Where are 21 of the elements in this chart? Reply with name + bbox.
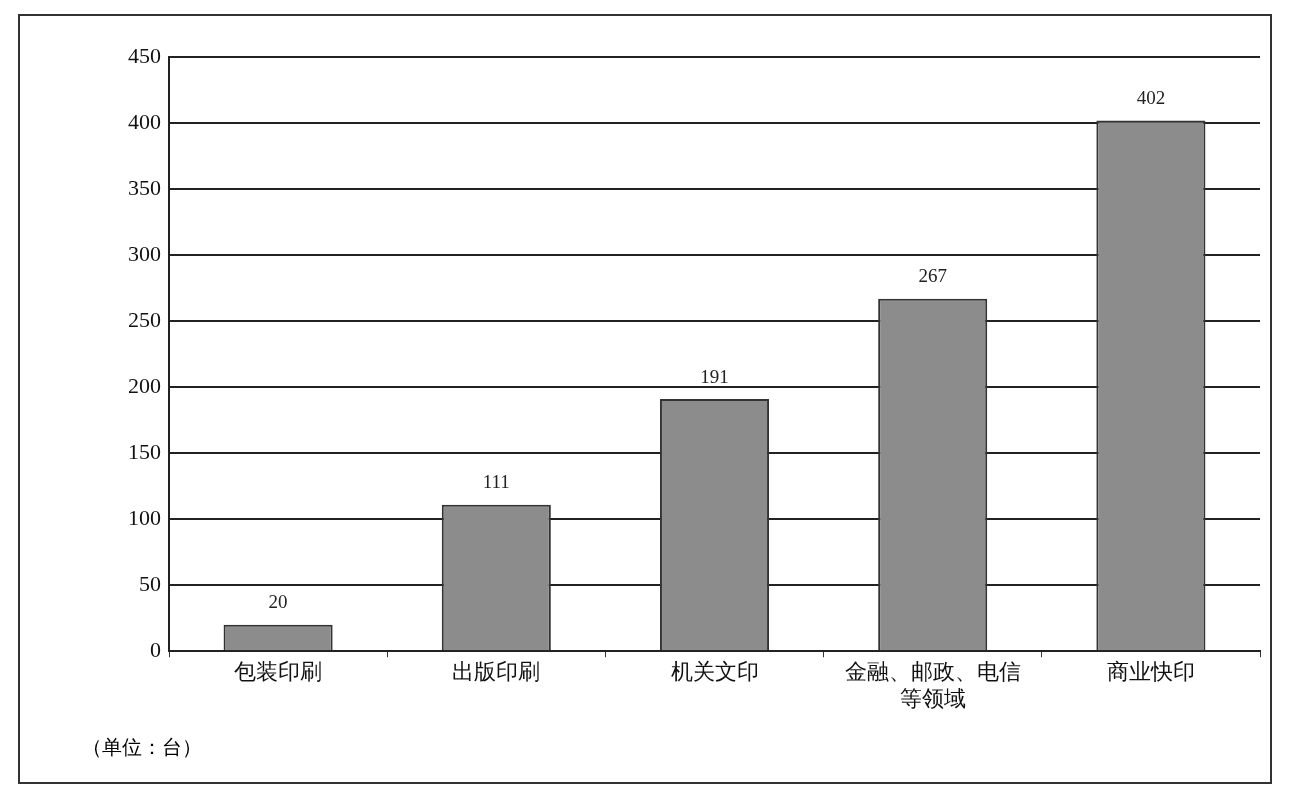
data-label: 111 [482, 471, 510, 493]
text: （单位：台） [82, 734, 202, 761]
x-tick-label: 机关文印 [670, 659, 759, 685]
y-tick-label: 300 [128, 240, 161, 266]
data-label: 191 [700, 365, 729, 387]
x-tick-label: 商业快印 [1106, 659, 1195, 685]
x-tick-label: 出版印刷 [452, 659, 541, 685]
x-tick-label: 包装印刷 [234, 659, 323, 685]
y-tick-label: 450 [128, 42, 161, 68]
y-tick-label: 0 [150, 636, 161, 662]
data-label: 402 [1136, 87, 1166, 109]
y-tick-label: 400 [128, 108, 161, 134]
y-tick-label: 100 [128, 504, 161, 530]
x-tick-label: 金融、邮政、电信等领域 [844, 659, 1021, 711]
data-label: 20 [268, 591, 288, 613]
data-label: 267 [918, 265, 947, 287]
y-tick-label: 250 [128, 306, 161, 332]
y-tick-label: 150 [128, 438, 161, 464]
y-tick-label: 350 [128, 174, 161, 200]
y-tick-label: 200 [128, 372, 161, 398]
y-tick-label: 50 [139, 570, 161, 596]
